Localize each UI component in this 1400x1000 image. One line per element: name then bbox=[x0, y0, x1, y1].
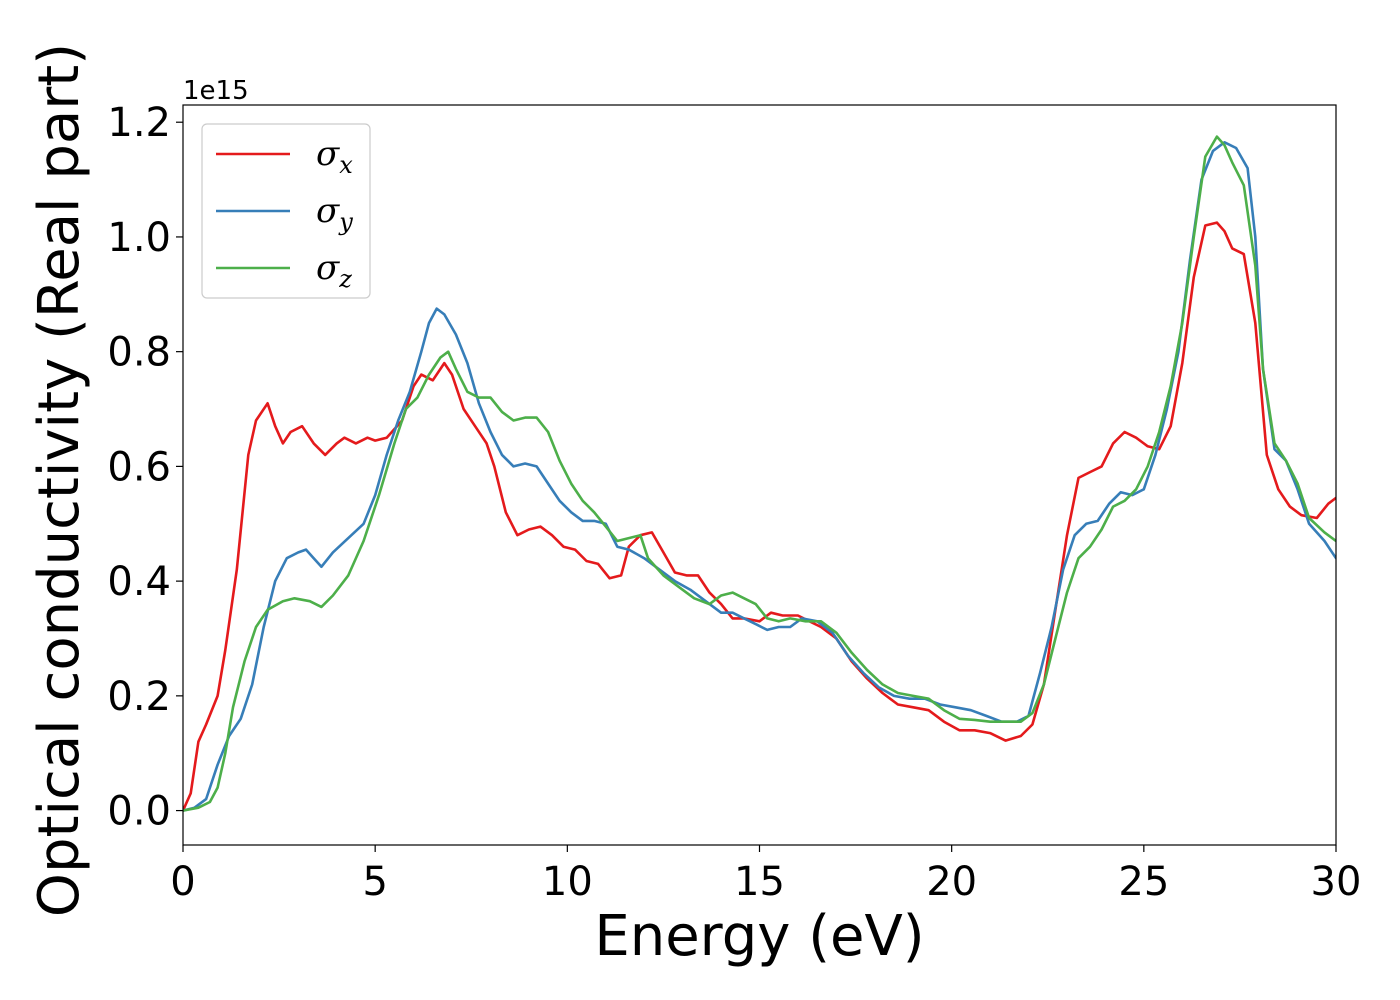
y-tick-label: 1.2 bbox=[107, 100, 171, 146]
y-axis-title: Optical conductivity (Real part) bbox=[27, 43, 92, 917]
series-line-x bbox=[183, 221, 1336, 812]
y-axis: 0.0 0.2 0.4 0.6 0.8 1.0 1.2 bbox=[107, 100, 183, 835]
y-tick-label: 1.0 bbox=[107, 215, 171, 261]
legend-label: σz bbox=[316, 248, 352, 293]
x-tick-label: 25 bbox=[1118, 859, 1169, 905]
x-axis-title: Energy (eV) bbox=[594, 904, 924, 969]
x-tick-label: 20 bbox=[926, 859, 977, 905]
series-line-y bbox=[183, 141, 1336, 812]
legend-label: σx bbox=[316, 134, 353, 179]
x-tick-label: 5 bbox=[362, 859, 387, 905]
y-tick-label: 0.6 bbox=[107, 444, 171, 490]
y-offset-label: 1e15 bbox=[183, 76, 249, 106]
legend: σx σy σz bbox=[201, 123, 371, 299]
y-tick-label: 0.4 bbox=[107, 559, 171, 605]
y-tick-label: 0.0 bbox=[107, 789, 171, 835]
x-tick-label: 0 bbox=[170, 859, 195, 905]
series-lines bbox=[183, 135, 1336, 812]
y-tick-label: 0.8 bbox=[107, 330, 171, 376]
legend-label: σy bbox=[316, 191, 353, 236]
y-tick-label: 0.2 bbox=[107, 674, 171, 720]
x-tick-label: 10 bbox=[542, 859, 593, 905]
x-tick-label: 15 bbox=[734, 859, 785, 905]
legend-item-x: σx bbox=[216, 134, 353, 179]
legend-item-z: σz bbox=[216, 248, 352, 293]
legend-item-y: σy bbox=[216, 191, 353, 236]
series-line-z bbox=[183, 135, 1336, 812]
x-tick-label: 30 bbox=[1311, 859, 1362, 905]
x-axis: 0 5 10 15 20 25 30 bbox=[170, 845, 1361, 905]
